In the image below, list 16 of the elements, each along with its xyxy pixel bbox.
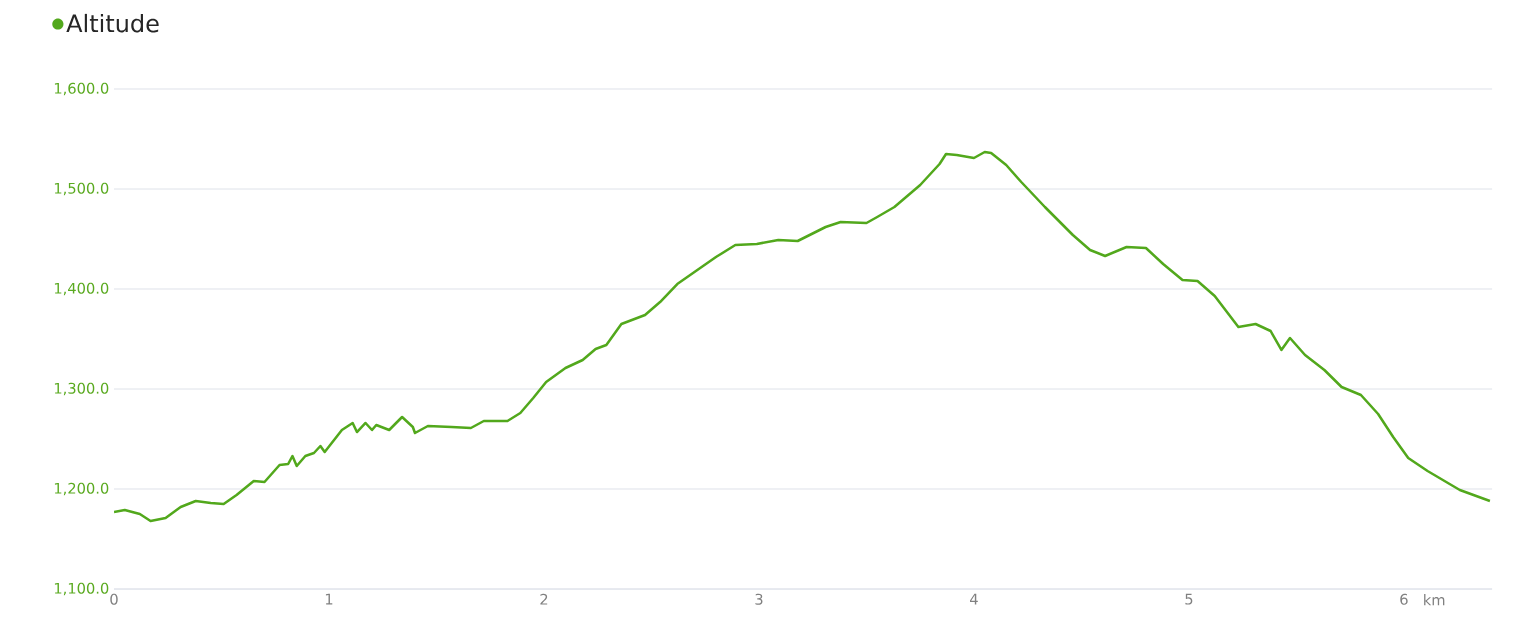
- x-tick-label: 3: [755, 593, 763, 605]
- x-tick-label: 0: [110, 593, 118, 605]
- x-tick-label: 1: [325, 593, 333, 605]
- legend-label: Altitude: [66, 13, 159, 33]
- y-tick-label: 1,600.0: [54, 82, 109, 96]
- x-tick-label: 5: [1185, 593, 1193, 605]
- y-tick-label: 1,100.0: [54, 582, 109, 596]
- x-tick-label: 4: [970, 593, 978, 605]
- x-tick-label: 2: [540, 593, 548, 605]
- line-series: [114, 150, 1492, 523]
- y-tick-label: 1,500.0: [54, 182, 109, 196]
- x-tick-label: 6: [1400, 593, 1408, 605]
- x-axis-title: km: [1424, 594, 1445, 606]
- y-tick-label: 1,400.0: [54, 282, 109, 296]
- y-tick-label: 1,300.0: [54, 382, 109, 396]
- y-tick-label: 1,200.0: [54, 482, 109, 496]
